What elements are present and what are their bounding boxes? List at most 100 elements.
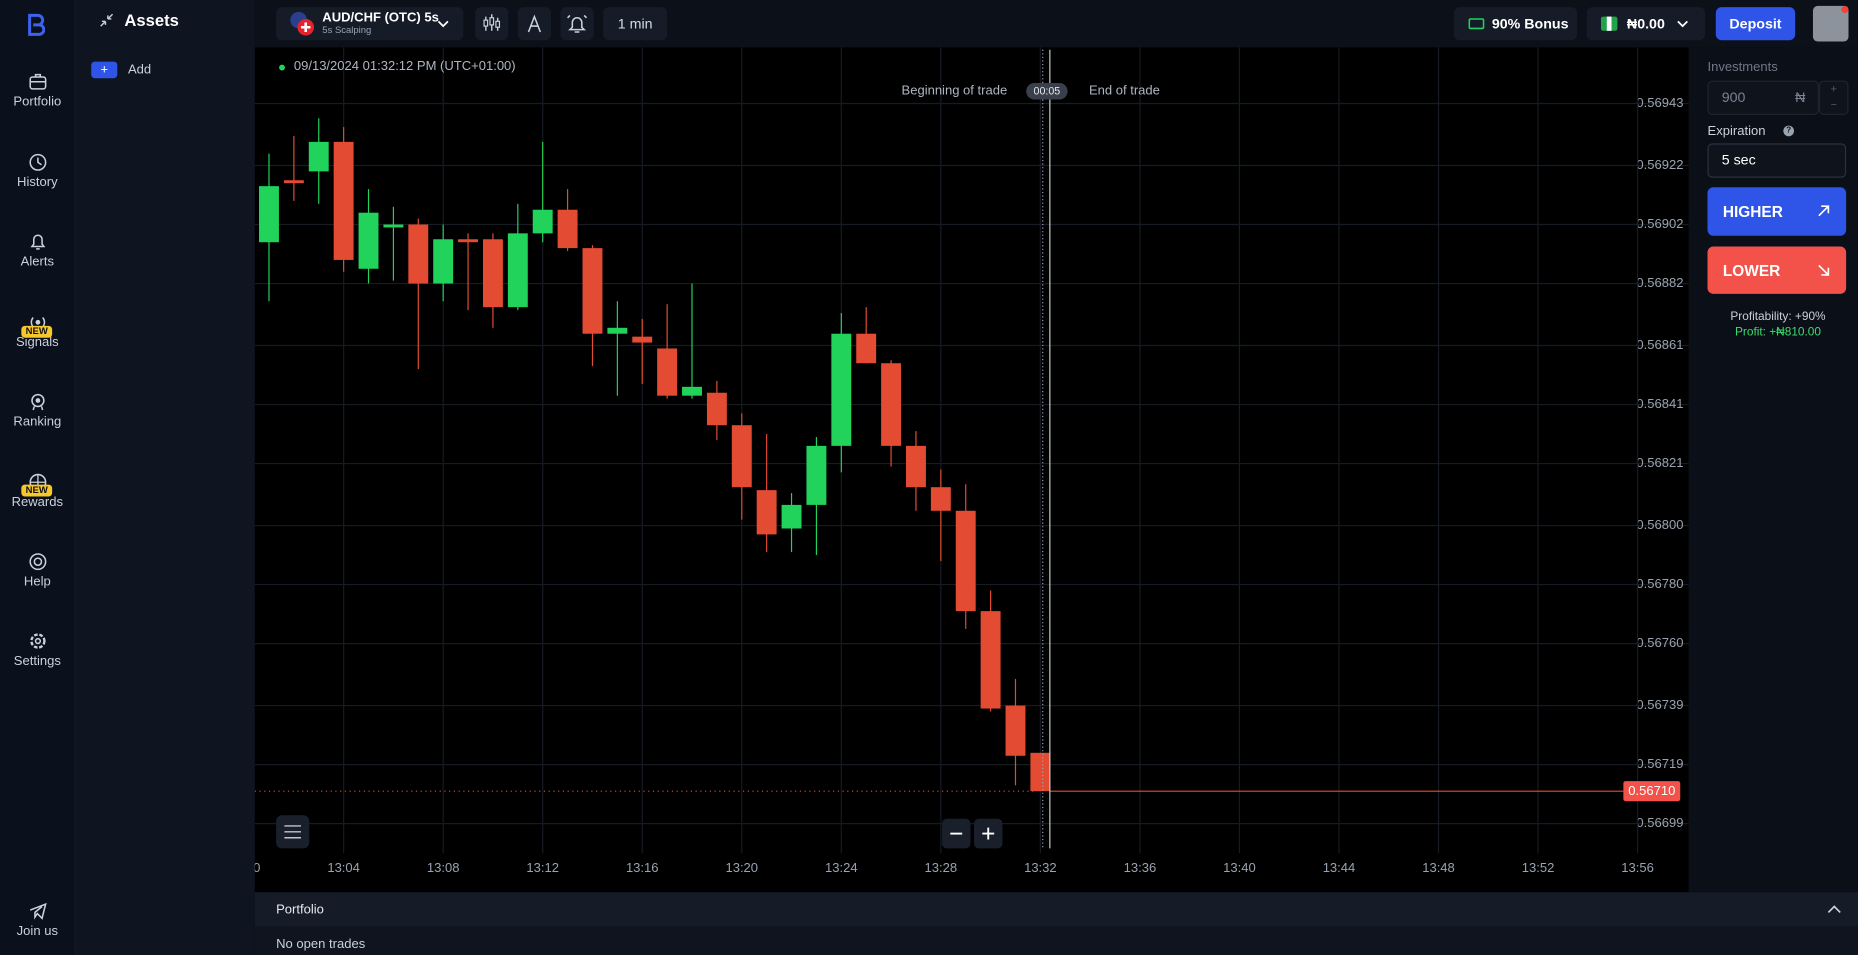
plus-icon — [982, 827, 995, 840]
chevron-up[interactable] — [1827, 904, 1841, 913]
stepper[interactable]: + − — [1818, 80, 1849, 115]
lower-label: LOWER — [1722, 261, 1781, 280]
nav-label: Rewards — [11, 495, 64, 510]
candle-body — [383, 224, 404, 228]
candle-body — [756, 490, 777, 535]
assets-title: Assets — [124, 10, 179, 30]
bonus: 90% Bonus — [1491, 15, 1569, 32]
nav-portfolio[interactable]: Portfolio — [0, 72, 75, 109]
chevron — [437, 20, 449, 28]
candle-body — [657, 348, 678, 396]
live-dot — [279, 64, 285, 71]
higher-label: HIGHER — [1722, 202, 1783, 221]
collapse-icon[interactable] — [100, 13, 114, 27]
chart-type-button[interactable] — [475, 7, 509, 41]
chart-background — [254, 47, 1689, 893]
y-tick-label: 0.56902 — [1636, 216, 1683, 231]
nav-label: Ranking — [13, 414, 62, 429]
price-label-box — [1623, 781, 1681, 802]
y-tick-label: 0.56739 — [1636, 697, 1683, 712]
portfolio-empty: No open trades — [276, 937, 366, 952]
toolbar: AUD/CHF (OTC) 5s 5s Scalping 1 min 90% B… — [254, 0, 1858, 48]
x-tick-label: 13:04 — [327, 860, 360, 875]
help-icon[interactable]: ? — [1783, 125, 1794, 137]
notification-dot — [1841, 5, 1849, 14]
x-tick-label: 13:16 — [626, 860, 659, 875]
trade-start-label: Beginning of trade — [902, 83, 1008, 98]
expiration-label: Expiration — [1707, 124, 1766, 139]
candle-body — [731, 425, 752, 488]
nav-label: History — [17, 175, 58, 190]
add-button[interactable]: + — [91, 61, 118, 79]
settings-icon — [284, 825, 301, 839]
nav-settings[interactable]: Settings — [0, 632, 75, 669]
currency: ₦ — [1795, 88, 1806, 106]
y-tick-label: 0.56943 — [1636, 95, 1683, 110]
x-tick-label: 13:36 — [1124, 860, 1157, 875]
candle-body — [408, 224, 429, 284]
y-tick-label: 0.56861 — [1636, 337, 1683, 352]
nav-label: Join us — [16, 924, 58, 939]
ngn-flag — [1600, 16, 1618, 31]
candle-body — [980, 611, 1001, 709]
deposit-button[interactable]: Deposit — [1715, 7, 1796, 41]
assets-panel: Assets + Add — [75, 0, 255, 955]
expiration-input[interactable] — [1707, 143, 1847, 178]
drawing-button[interactable] — [517, 7, 551, 41]
y-tick-label: 0.56780 — [1636, 576, 1683, 591]
candle-body — [333, 141, 354, 260]
nav-help[interactable]: Help — [0, 552, 75, 589]
candle-body — [781, 504, 802, 529]
bonus-button[interactable] — [1453, 7, 1578, 41]
x-tick-label: 13:24 — [825, 860, 858, 875]
investment-input[interactable] — [1707, 80, 1819, 115]
x-tick-label: 13:48 — [1422, 860, 1455, 875]
y-tick-label: 0.56922 — [1636, 157, 1683, 172]
candle-body — [458, 239, 479, 243]
bonus-icon — [1468, 18, 1485, 30]
new-badge: NEW — [21, 484, 53, 497]
candle-body — [532, 209, 553, 234]
alert-button[interactable] — [560, 7, 594, 41]
x-tick-label: 13:32 — [1024, 860, 1057, 875]
candle-body — [955, 510, 976, 612]
candle-body — [358, 212, 379, 269]
nav-join[interactable]: Join us — [0, 902, 75, 939]
flags — [290, 11, 315, 36]
asset-name: AUD/CHF (OTC) 5s — [322, 10, 439, 25]
portfolio-title: Portfolio — [276, 902, 324, 918]
balance: ₦0.00 — [1626, 15, 1665, 32]
expiration: 5 sec — [1721, 151, 1756, 169]
trade-end-label: End of trade — [1089, 83, 1160, 98]
y-tick-label: 0.56719 — [1636, 756, 1683, 771]
x-tick-label: 13:52 — [1522, 860, 1555, 875]
candle-body — [433, 239, 454, 284]
x-tick-label: 13:28 — [925, 860, 958, 875]
candle-body — [930, 487, 951, 511]
candle-body — [682, 386, 702, 396]
candle-body — [706, 392, 727, 426]
timestamp: 09/13/2024 01:32:12 PM (UTC+01:00) — [294, 58, 516, 73]
candle-body — [881, 363, 902, 446]
candle-body — [308, 141, 329, 172]
portfolio-header[interactable] — [254, 892, 1858, 927]
nav-label: Alerts — [20, 254, 54, 269]
candle-body — [557, 209, 578, 249]
nav-alerts[interactable]: Alerts — [0, 232, 75, 269]
nav-ranking[interactable]: Ranking — [0, 392, 75, 429]
y-tick-label: 0.56760 — [1636, 635, 1683, 650]
nav-label: Settings — [13, 654, 61, 669]
x-tick-label: 13:40 — [1223, 860, 1256, 875]
investments-label: Investments — [1707, 60, 1778, 75]
candle-body — [582, 248, 603, 334]
timeframe-button[interactable]: 1 min — [603, 7, 668, 41]
nav-label: Signals — [15, 335, 59, 350]
x-tick-label: 13:12 — [526, 860, 559, 875]
y-tick-label: 0.56699 — [1636, 815, 1683, 830]
x-tick-label: 13:20 — [725, 860, 758, 875]
portfolio-panel: Portfolio No open trades — [254, 892, 1858, 955]
nav-history[interactable]: History — [0, 153, 75, 190]
trade-panel: Investments 900 ₦ + − Expiration ? 5 sec … — [1688, 47, 1858, 893]
add-label[interactable]: Add — [127, 62, 152, 78]
